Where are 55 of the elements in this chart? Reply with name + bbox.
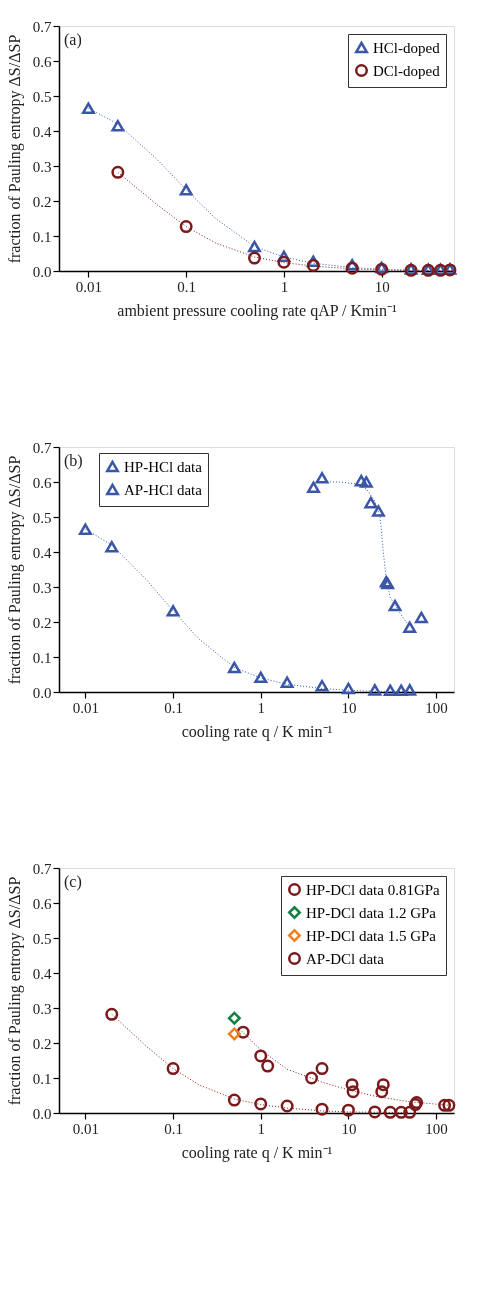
legend-label: HP-DCl data 1.2 GPa bbox=[306, 904, 437, 921]
legend-label: HP-HCl data bbox=[124, 458, 203, 475]
legend-label: DCl-doped bbox=[373, 62, 441, 79]
x-tick-label: 0.01 bbox=[75, 278, 103, 295]
x-tick-label: 10 bbox=[374, 278, 390, 295]
x-tick-label: 100 bbox=[425, 1120, 448, 1137]
y-tick-label: 0.1 bbox=[32, 1070, 52, 1087]
y-tick-label: 0.5 bbox=[32, 930, 52, 947]
y-tick-label: 0.5 bbox=[32, 509, 52, 526]
y-tick-label: 0.7 bbox=[32, 439, 52, 456]
y-tick-label: 0.5 bbox=[32, 88, 52, 105]
y-axis-title: fraction of Pauling entropy ΔS/ΔSP bbox=[5, 455, 24, 685]
y-axis-title: fraction of Pauling entropy ΔS/ΔSP bbox=[5, 876, 24, 1106]
y-tick-label: 0.3 bbox=[32, 1000, 52, 1017]
y-tick-label: 0.2 bbox=[32, 1035, 52, 1052]
y-tick-label: 0.6 bbox=[32, 474, 52, 491]
x-axis-title: ambient pressure cooling rate qAP / Kmin⁻¹ bbox=[117, 301, 397, 320]
y-tick-label: 0.1 bbox=[32, 649, 52, 666]
legend-label: HP-DCl data 1.5 GPa bbox=[306, 927, 437, 944]
legend-label: HP-DCl data 0.81GPa bbox=[306, 881, 441, 898]
y-tick-label: 0.6 bbox=[32, 53, 52, 70]
y-tick-label: 0.1 bbox=[32, 228, 52, 245]
y-tick-label: 0.7 bbox=[32, 860, 52, 877]
x-tick-label: 10 bbox=[341, 1120, 357, 1137]
legend-label: HCl-doped bbox=[373, 39, 441, 56]
x-axis-title: cooling rate q / K min⁻¹ bbox=[181, 722, 333, 741]
x-axis-title: cooling rate q / K min⁻¹ bbox=[181, 1143, 333, 1162]
legend-label: AP-DCl data bbox=[306, 950, 385, 967]
y-tick-label: 0.6 bbox=[32, 895, 52, 912]
annotation: (a) bbox=[64, 31, 82, 49]
y-axis-title: fraction of Pauling entropy ΔS/ΔSP bbox=[5, 34, 24, 264]
legend-label: AP-HCl data bbox=[124, 481, 203, 498]
x-tick-label: 1 bbox=[280, 278, 289, 295]
x-tick-label: 10 bbox=[341, 699, 357, 716]
y-tick-label: 0.3 bbox=[32, 158, 52, 175]
x-tick-label: 1 bbox=[257, 699, 265, 716]
y-tick-label: 0.0 bbox=[32, 263, 52, 280]
x-tick-label: 100 bbox=[425, 699, 448, 716]
x-tick-label: 0.01 bbox=[72, 699, 100, 716]
annotation: (b) bbox=[64, 452, 83, 470]
y-tick-label: 0.7 bbox=[32, 18, 52, 35]
y-tick-label: 0.4 bbox=[32, 965, 52, 982]
x-tick-label: 1 bbox=[257, 1120, 265, 1137]
y-tick-label: 0.2 bbox=[32, 614, 52, 631]
y-tick-label: 0.4 bbox=[32, 123, 52, 140]
x-tick-label: 0.1 bbox=[164, 699, 183, 716]
y-tick-label: 0.3 bbox=[32, 579, 52, 596]
y-tick-label: 0.4 bbox=[32, 544, 52, 561]
y-tick-label: 0.0 bbox=[32, 1105, 52, 1122]
y-tick-label: 0.2 bbox=[32, 193, 52, 210]
x-tick-label: 0.1 bbox=[164, 1120, 183, 1137]
y-tick-label: 0.0 bbox=[32, 684, 52, 701]
x-tick-label: 0.1 bbox=[177, 278, 197, 295]
x-tick-label: 0.01 bbox=[72, 1120, 100, 1137]
annotation: (c) bbox=[64, 873, 82, 891]
